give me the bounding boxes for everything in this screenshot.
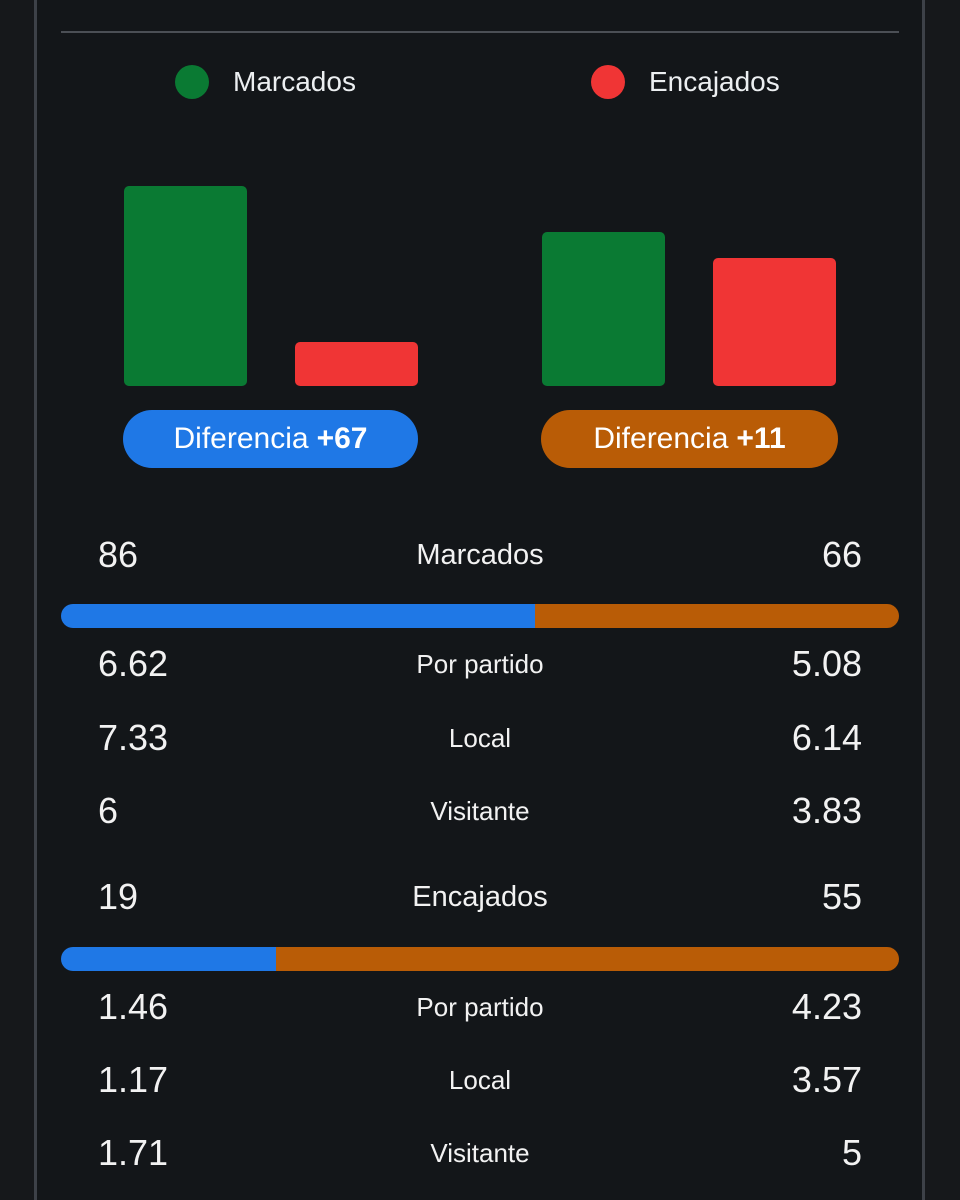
team2-value: 5.08: [791, 643, 862, 684]
scored-comparison-bar: [61, 604, 899, 628]
conceded-bar-team2: [276, 947, 899, 971]
stat-row: 1.17 Local 3.57: [98, 1055, 862, 1105]
team1-conceded-total: 19: [98, 876, 139, 917]
bar-team1-conceded: [295, 342, 418, 386]
team1-value: 1.17: [98, 1059, 169, 1100]
team1-value: 6: [98, 790, 119, 831]
team2-value: 3.57: [791, 1059, 862, 1100]
conceded-title: Encajados: [412, 881, 548, 913]
stat-label: Local: [448, 1065, 512, 1095]
stat-row: 6.62 Por partido 5.08: [98, 639, 862, 689]
card-border-left: [34, 0, 37, 1200]
stat-row: 7.33 Local 6.14: [98, 713, 862, 763]
stat-label: Local: [448, 723, 512, 753]
legend-scored: Marcados: [175, 64, 356, 100]
stat-label: Visitante: [430, 796, 530, 826]
scored-bar-team1: [61, 604, 536, 628]
stat-row: 1.46 Por partido 4.23: [98, 982, 862, 1032]
legend-scored-dot: [175, 65, 209, 99]
difference-badge-team1: Diferencia +67: [123, 410, 418, 468]
team1-scored-total: 86: [98, 534, 139, 575]
legend-conceded-dot: [591, 65, 625, 99]
section-divider: [61, 31, 899, 33]
difference-label: Diferencia: [173, 422, 309, 455]
legend-conceded: Encajados: [591, 64, 780, 100]
stat-label: Por partido: [416, 992, 544, 1022]
stat-row: 1.71 Visitante 5: [98, 1128, 862, 1178]
difference-label: Diferencia: [593, 422, 729, 455]
team2-value: 3.83: [791, 790, 862, 831]
bar-team1-scored: [124, 186, 247, 386]
scored-title: Marcados: [416, 539, 544, 571]
difference-value: +67: [316, 422, 368, 455]
legend-scored-label: Marcados: [233, 66, 356, 97]
scored-header-row: 86 Marcados 66: [98, 530, 862, 580]
conceded-header-row: 19 Encajados 55: [98, 872, 862, 922]
team1-value: 1.46: [98, 986, 169, 1027]
team1-value: 6.62: [98, 643, 169, 684]
team2-scored-total: 66: [821, 534, 862, 575]
stat-row: 6 Visitante 3.83: [98, 786, 862, 836]
difference-value: +11: [736, 422, 786, 455]
team1-value: 7.33: [98, 717, 169, 758]
bar-team2-conceded: [713, 258, 836, 386]
difference-badge-team2: Diferencia +11: [541, 410, 838, 468]
team2-value: 4.23: [791, 986, 862, 1027]
conceded-comparison-bar: [61, 947, 899, 971]
team1-value: 1.71: [98, 1132, 169, 1173]
card-border-right: [922, 0, 925, 1200]
team2-value: 6.14: [791, 717, 862, 758]
team2-value: 5: [841, 1132, 862, 1173]
team2-conceded-total: 55: [821, 876, 862, 917]
bar-team2-scored: [542, 232, 665, 386]
stat-label: Por partido: [416, 649, 544, 679]
legend-conceded-label: Encajados: [649, 66, 780, 97]
scored-bar-team2: [535, 604, 899, 628]
stat-label: Visitante: [430, 1138, 530, 1168]
conceded-bar-team1: [61, 947, 277, 971]
